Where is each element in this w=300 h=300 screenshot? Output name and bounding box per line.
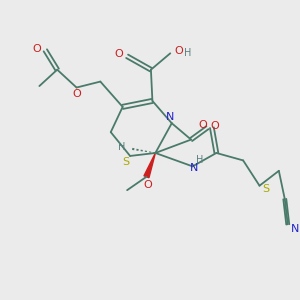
Text: O: O: [33, 44, 41, 55]
Text: O: O: [73, 89, 82, 99]
Text: H: H: [196, 155, 204, 165]
Text: N: N: [291, 224, 299, 234]
Text: H: H: [184, 48, 191, 58]
Text: O: O: [175, 46, 184, 56]
Text: H: H: [118, 142, 125, 152]
Text: O: O: [143, 180, 152, 190]
Text: O: O: [114, 49, 123, 59]
Text: N: N: [190, 163, 198, 173]
Text: N: N: [166, 112, 174, 122]
Text: S: S: [122, 158, 129, 167]
Polygon shape: [144, 153, 155, 178]
Text: O: O: [211, 121, 219, 131]
Text: S: S: [262, 184, 270, 194]
Text: O: O: [199, 120, 207, 130]
